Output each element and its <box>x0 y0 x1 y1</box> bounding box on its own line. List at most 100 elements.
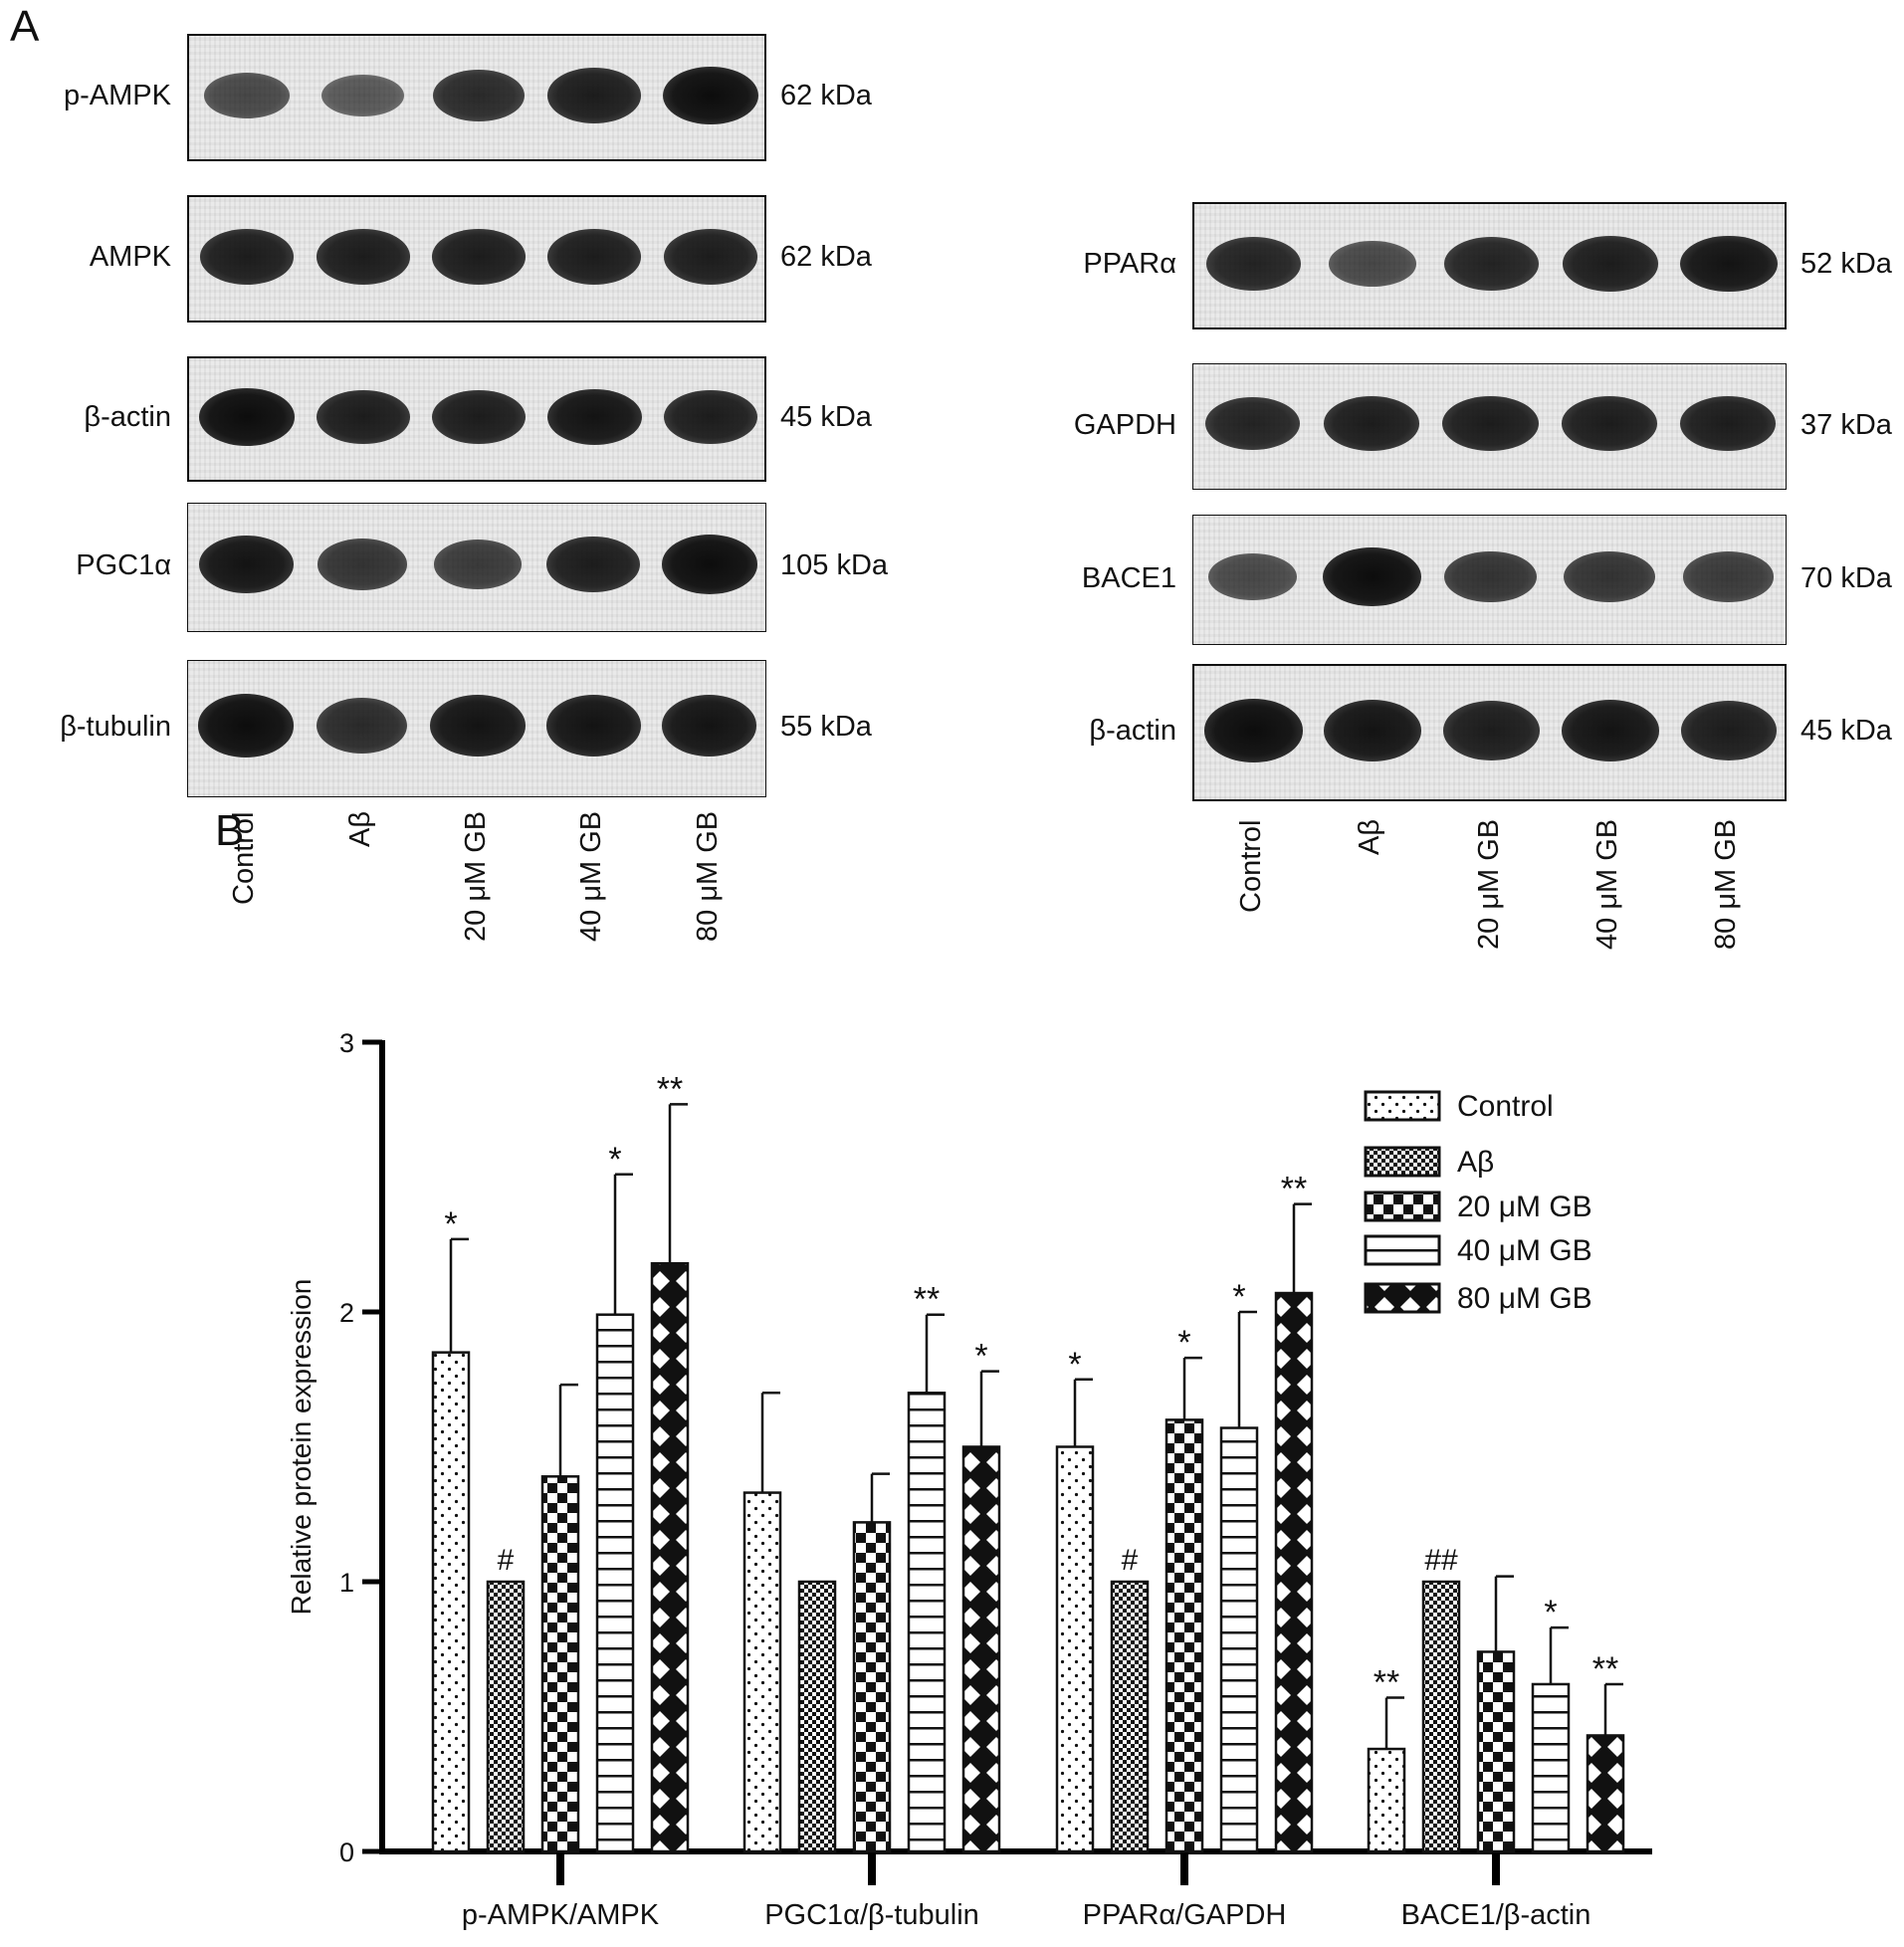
right-blot-actin <box>1192 664 1787 801</box>
legend-swatch <box>1364 1146 1441 1178</box>
significance-label: # <box>1122 1544 1139 1577</box>
blot-band <box>1204 699 1304 762</box>
left-blot-label: β-tubulin <box>60 711 171 743</box>
legend-label: Control <box>1457 1090 1554 1123</box>
blot-band <box>1563 550 1656 603</box>
blot-band <box>1322 546 1421 607</box>
bar <box>1421 1580 1461 1853</box>
bar <box>595 1313 635 1853</box>
right-blot-gapdh <box>1192 363 1787 490</box>
blot-band <box>663 229 757 285</box>
significance-label: # <box>498 1544 515 1577</box>
bar <box>742 1491 782 1853</box>
bar-chart: 0 1 2 3 Relative protein expression p-AMPK/AM… <box>286 1028 1652 1931</box>
left-blot-ampk <box>187 195 766 323</box>
bar <box>797 1580 837 1853</box>
blot-band <box>1443 701 1540 760</box>
x-category-label: BACE1/β-actin <box>1401 1899 1591 1931</box>
x-category-label: p-AMPK/AMPK <box>462 1899 660 1931</box>
left-blot-p-ampk <box>187 34 766 161</box>
right-blot-kda: 45 kDa <box>1800 715 1892 747</box>
bar <box>1531 1682 1571 1853</box>
significance-label: * <box>444 1205 457 1243</box>
left-blot-kda: 62 kDa <box>780 80 872 111</box>
blot-band <box>1562 236 1659 292</box>
right-blot-label: β-actin <box>1089 715 1176 747</box>
blot-band <box>1681 701 1778 760</box>
blot-band <box>662 695 757 757</box>
blot-band <box>1323 396 1420 451</box>
blot-band <box>1561 396 1658 451</box>
legend-label: 40 μM GB <box>1457 1234 1592 1267</box>
blot-band <box>204 73 291 118</box>
blot-band <box>317 539 407 590</box>
blot-band <box>546 388 642 446</box>
blot-band <box>547 229 642 285</box>
left-blot-kda: 55 kDa <box>780 711 872 743</box>
blot-band <box>663 389 757 445</box>
right-blot-label: GAPDH <box>1073 408 1176 441</box>
blot-band <box>1442 396 1539 451</box>
blot-band <box>433 69 525 122</box>
left-blot-kda: 45 kDa <box>780 401 872 433</box>
panel-b-label: B <box>215 806 245 855</box>
right-blot-ppar <box>1192 202 1787 329</box>
left-blot-tubulin <box>187 660 766 797</box>
left-blot-label: AMPK <box>89 241 171 273</box>
bar <box>907 1392 947 1853</box>
significance-label: * <box>608 1141 621 1179</box>
significance-label: ** <box>1374 1664 1399 1702</box>
left-blot-label: β-actin <box>84 401 171 433</box>
legend-swatch <box>1364 1190 1441 1222</box>
left-blot-pgc1 <box>187 503 766 632</box>
blot-band <box>1208 553 1297 600</box>
blot-band <box>316 389 410 445</box>
blot-band <box>1328 241 1417 287</box>
significance-label: ** <box>1592 1650 1618 1688</box>
bar <box>1055 1445 1095 1853</box>
left-blot-kda: 62 kDa <box>780 241 872 273</box>
significance-label: * <box>1177 1324 1190 1362</box>
y-tick-label: 1 <box>339 1568 354 1598</box>
significance-label: ## <box>1424 1544 1458 1577</box>
x-category-label: PPARα/GAPDH <box>1083 1899 1287 1931</box>
right-blot-kda: 70 kDa <box>1800 561 1892 594</box>
blot-band <box>430 695 526 757</box>
left-blot-kda: 105 kDa <box>780 549 889 581</box>
right-blot-kda: 37 kDa <box>1800 408 1892 441</box>
legend-label: 20 μM GB <box>1457 1190 1592 1223</box>
blot-band <box>1324 700 1421 761</box>
legend-swatch <box>1364 1234 1441 1266</box>
bar <box>540 1475 580 1853</box>
blot-band <box>661 535 758 594</box>
blot-band <box>200 229 295 285</box>
bar <box>852 1521 892 1853</box>
bar <box>961 1445 1001 1853</box>
y-tick-label: 3 <box>339 1028 354 1058</box>
legend-swatch <box>1364 1090 1441 1122</box>
significance-label: * <box>1232 1278 1245 1316</box>
y-axis-label: Relative protein expression <box>286 1279 317 1616</box>
bar <box>1476 1650 1516 1853</box>
blot-band <box>1205 396 1301 451</box>
right-blot-kda: 52 kDa <box>1800 248 1892 280</box>
blot-band <box>1680 396 1777 451</box>
y-tick-label: 0 <box>339 1838 354 1867</box>
right-blot-label: PPARα <box>1083 248 1176 280</box>
bar <box>1110 1580 1150 1853</box>
bar <box>1274 1291 1314 1853</box>
significance-label: ** <box>657 1070 683 1108</box>
bar <box>1586 1734 1625 1853</box>
blot-band <box>1444 550 1537 603</box>
significance-label: * <box>1068 1346 1081 1384</box>
blot-band <box>432 389 526 445</box>
blot-band <box>662 66 759 125</box>
blot-band <box>197 694 295 757</box>
left-blot-label: p-AMPK <box>64 80 171 111</box>
right-blot-label: BACE1 <box>1081 561 1176 594</box>
x-category-label: PGC1α/β-tubulin <box>764 1899 979 1931</box>
panel-a-label: A <box>10 2 40 51</box>
blot-band <box>316 229 410 285</box>
blot-band <box>546 536 641 593</box>
legend-label: Aβ <box>1457 1146 1494 1179</box>
